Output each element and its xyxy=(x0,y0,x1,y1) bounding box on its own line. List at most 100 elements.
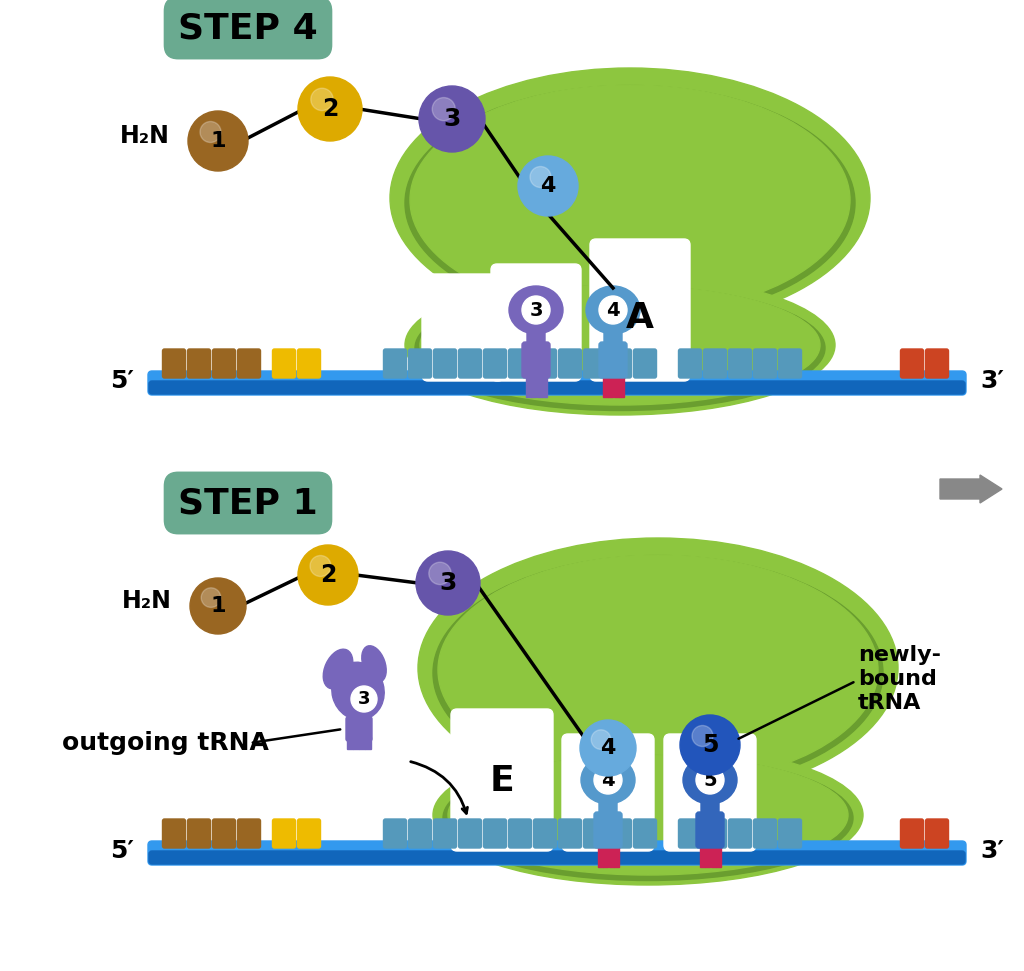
Text: 1: 1 xyxy=(210,131,225,151)
FancyArrow shape xyxy=(940,475,1002,503)
FancyBboxPatch shape xyxy=(483,349,507,378)
FancyBboxPatch shape xyxy=(433,349,457,378)
Ellipse shape xyxy=(449,755,848,875)
Bar xyxy=(530,373,536,397)
FancyBboxPatch shape xyxy=(509,349,531,378)
FancyBboxPatch shape xyxy=(634,819,656,848)
Ellipse shape xyxy=(361,646,386,683)
FancyBboxPatch shape xyxy=(900,349,924,378)
Bar xyxy=(699,843,705,867)
Ellipse shape xyxy=(683,756,737,804)
FancyBboxPatch shape xyxy=(594,812,622,848)
Bar xyxy=(602,843,607,867)
Ellipse shape xyxy=(410,85,850,315)
Circle shape xyxy=(530,166,551,187)
FancyBboxPatch shape xyxy=(238,819,260,848)
Bar xyxy=(602,373,607,397)
Text: STEP 1: STEP 1 xyxy=(178,486,317,520)
Text: 5: 5 xyxy=(701,733,718,757)
FancyBboxPatch shape xyxy=(754,349,776,378)
FancyBboxPatch shape xyxy=(604,322,622,351)
Circle shape xyxy=(680,715,740,775)
FancyBboxPatch shape xyxy=(213,819,236,848)
FancyBboxPatch shape xyxy=(348,689,370,723)
Circle shape xyxy=(190,578,246,634)
Ellipse shape xyxy=(420,285,820,405)
Circle shape xyxy=(298,545,358,605)
Bar xyxy=(542,373,547,397)
Ellipse shape xyxy=(415,285,825,411)
FancyBboxPatch shape xyxy=(409,819,431,848)
FancyBboxPatch shape xyxy=(696,812,724,848)
FancyBboxPatch shape xyxy=(298,819,321,848)
Ellipse shape xyxy=(433,745,863,885)
Bar xyxy=(711,843,716,867)
Circle shape xyxy=(419,86,485,152)
Bar xyxy=(613,843,618,867)
FancyBboxPatch shape xyxy=(608,349,632,378)
Text: 5′: 5′ xyxy=(110,839,134,863)
Bar xyxy=(359,737,365,749)
Text: 4: 4 xyxy=(606,300,620,319)
FancyBboxPatch shape xyxy=(238,349,260,378)
Text: 3′: 3′ xyxy=(980,839,1004,863)
Text: H₂N: H₂N xyxy=(120,124,170,148)
FancyBboxPatch shape xyxy=(534,819,556,848)
Circle shape xyxy=(188,111,248,171)
Text: 5: 5 xyxy=(703,771,717,789)
Text: newly-
bound
tRNA: newly- bound tRNA xyxy=(858,645,941,713)
FancyBboxPatch shape xyxy=(926,819,948,848)
FancyBboxPatch shape xyxy=(778,349,802,378)
FancyBboxPatch shape xyxy=(163,819,185,848)
FancyBboxPatch shape xyxy=(409,349,431,378)
FancyBboxPatch shape xyxy=(900,819,924,848)
Text: 4: 4 xyxy=(601,771,614,789)
FancyBboxPatch shape xyxy=(558,349,582,378)
FancyBboxPatch shape xyxy=(679,819,701,848)
FancyBboxPatch shape xyxy=(608,819,632,848)
Ellipse shape xyxy=(581,756,635,804)
FancyBboxPatch shape xyxy=(703,819,726,848)
FancyBboxPatch shape xyxy=(384,819,407,848)
FancyBboxPatch shape xyxy=(148,841,966,865)
Circle shape xyxy=(201,587,221,608)
FancyBboxPatch shape xyxy=(272,819,296,848)
Circle shape xyxy=(298,77,362,141)
Circle shape xyxy=(599,296,627,324)
Circle shape xyxy=(432,97,456,120)
FancyBboxPatch shape xyxy=(703,349,726,378)
Text: 3: 3 xyxy=(443,107,461,131)
FancyBboxPatch shape xyxy=(590,239,690,381)
FancyBboxPatch shape xyxy=(459,349,481,378)
Ellipse shape xyxy=(406,275,835,415)
Bar xyxy=(347,737,353,749)
FancyBboxPatch shape xyxy=(148,371,966,395)
FancyBboxPatch shape xyxy=(433,819,457,848)
FancyBboxPatch shape xyxy=(534,349,556,378)
FancyBboxPatch shape xyxy=(599,342,627,378)
Ellipse shape xyxy=(418,538,898,798)
FancyBboxPatch shape xyxy=(664,734,756,851)
Text: 3′: 3′ xyxy=(980,369,1004,393)
FancyBboxPatch shape xyxy=(272,349,296,378)
FancyBboxPatch shape xyxy=(584,349,606,378)
Text: 3: 3 xyxy=(439,571,457,595)
FancyBboxPatch shape xyxy=(728,349,752,378)
Text: STEP 4: STEP 4 xyxy=(178,11,317,45)
Text: 4: 4 xyxy=(541,176,556,196)
FancyBboxPatch shape xyxy=(187,349,211,378)
Bar xyxy=(597,843,602,867)
Ellipse shape xyxy=(509,286,563,334)
FancyBboxPatch shape xyxy=(451,709,553,851)
Text: E: E xyxy=(489,764,514,798)
Text: H₂N: H₂N xyxy=(122,589,172,613)
FancyBboxPatch shape xyxy=(509,819,531,848)
Ellipse shape xyxy=(332,662,384,720)
Circle shape xyxy=(518,156,578,216)
FancyBboxPatch shape xyxy=(634,349,656,378)
Text: 2: 2 xyxy=(319,563,336,587)
FancyBboxPatch shape xyxy=(490,264,581,381)
FancyBboxPatch shape xyxy=(187,819,211,848)
FancyBboxPatch shape xyxy=(701,792,719,821)
Ellipse shape xyxy=(438,555,878,785)
